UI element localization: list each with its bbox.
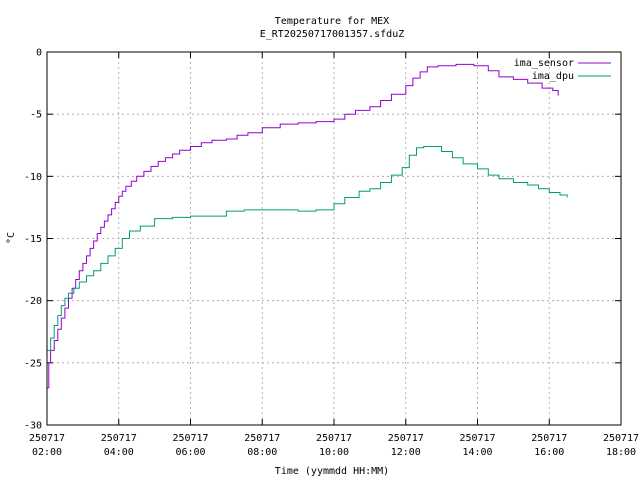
y-tick-label: -20 <box>24 296 42 307</box>
series-layer <box>47 63 568 389</box>
chart-title: Temperature for MEX <box>275 16 389 27</box>
x-tick-time-label: 18:00 <box>606 447 636 458</box>
x-tick-time-label: 02:00 <box>32 447 62 458</box>
plot-frame <box>46 51 622 426</box>
x-tick-date-label: 250717 <box>101 433 137 444</box>
legend-label-ima-sensor: ima_sensor <box>514 58 574 69</box>
x-tick-time-label: 06:00 <box>175 447 205 458</box>
x-tick-date-label: 250717 <box>316 433 352 444</box>
x-tick-date-label: 250717 <box>388 433 424 444</box>
x-tick-date-label: 250717 <box>603 433 639 444</box>
grid-layer <box>47 52 621 425</box>
legend: ima_sensor ima_dpu <box>514 58 611 82</box>
x-tick-time-label: 08:00 <box>247 447 277 458</box>
y-tick-label: -15 <box>24 234 42 245</box>
x-tick-time-label: 16:00 <box>534 447 564 458</box>
y-tick-label: -30 <box>24 421 42 432</box>
x-tick-date-label: 250717 <box>172 433 208 444</box>
y-axis-label: °C <box>6 232 17 244</box>
y-tick-label: 0 <box>36 48 42 59</box>
x-tick-time-label: 12:00 <box>391 447 421 458</box>
x-axis-label: Time (yymmdd HH:MM) <box>275 466 389 477</box>
x-tick-date-label: 250717 <box>459 433 495 444</box>
x-tick-time-label: 10:00 <box>319 447 349 458</box>
x-tick-date-label: 250717 <box>531 433 567 444</box>
legend-label-ima-dpu: ima_dpu <box>532 71 574 82</box>
x-tick-time-label: 04:00 <box>104 447 134 458</box>
x-tick-time-label: 14:00 <box>462 447 492 458</box>
y-tick-label: -10 <box>24 172 42 183</box>
y-axis-ticks: 0 -5 -10 -15 -20 -25 -30 <box>24 48 621 432</box>
x-tick-date-label: 250717 <box>244 433 280 444</box>
x-tick-date-label: 250717 <box>29 433 65 444</box>
chart-subtitle: E_RT20250717001357.sfduZ <box>260 29 405 40</box>
series-line-ima-sensor <box>47 63 559 389</box>
y-tick-label: -25 <box>24 358 42 369</box>
y-tick-label: -5 <box>30 110 42 121</box>
series-line-ima-dpu <box>47 146 568 351</box>
